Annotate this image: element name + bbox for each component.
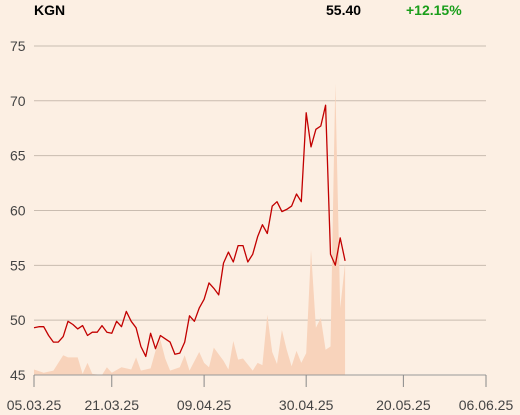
y-tick-label: 65 (10, 148, 26, 164)
volume-area (34, 83, 346, 375)
y-tick-label: 75 (10, 38, 26, 54)
x-tick-label: 09.04.25 (177, 397, 232, 413)
x-tick-label: 05.03.25 (7, 397, 62, 413)
x-tick-label: 30.04.25 (279, 397, 334, 413)
x-tick-label: 06.06.25 (459, 397, 514, 413)
x-tick-label: 21.03.25 (85, 397, 140, 413)
price-change: +12.15% (406, 2, 462, 18)
y-tick-label: 55 (10, 257, 26, 273)
y-tick-label: 60 (10, 202, 26, 218)
x-tick-label: 20.05.25 (376, 397, 431, 413)
volume-area-layer (34, 83, 346, 375)
price-line-layer (33, 104, 346, 358)
y-tick-label: 45 (10, 367, 26, 383)
last-price: 55.40 (326, 2, 362, 18)
y-tick-label: 70 (10, 93, 26, 109)
ticker-symbol: KGN (34, 2, 66, 18)
axis-layer: 45 50 55 60 65 70 75 05.03.25 21.03.25 09.04.25 30… (7, 38, 514, 413)
price-line (33, 104, 346, 358)
y-tick-label: 50 (10, 312, 26, 328)
